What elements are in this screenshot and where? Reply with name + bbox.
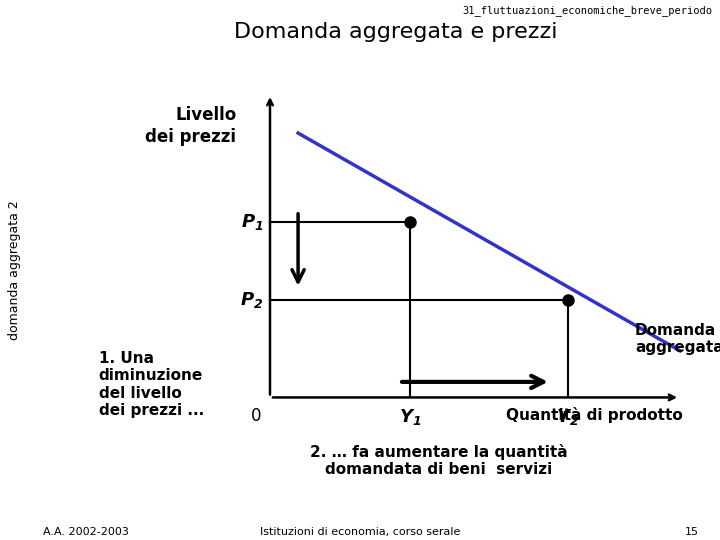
Text: Istituzioni di economia, corso serale: Istituzioni di economia, corso serale <box>260 527 460 537</box>
Text: 2. … fa aumentare la quantità
domandata di beni  servizi: 2. … fa aumentare la quantità domandata … <box>310 444 567 477</box>
Text: Domanda aggregata e prezzi: Domanda aggregata e prezzi <box>234 22 558 42</box>
Text: $0$: $0$ <box>250 407 261 425</box>
Text: A.A. 2002-2003: A.A. 2002-2003 <box>43 527 129 537</box>
Text: Livello
dei prezzi: Livello dei prezzi <box>145 106 236 146</box>
Text: $\bfit{P_2}$: $\bfit{P_2}$ <box>240 290 264 310</box>
Text: $\bfit{P_1}$: $\bfit{P_1}$ <box>240 212 264 233</box>
Text: domanda aggregata 2: domanda aggregata 2 <box>8 200 21 340</box>
Text: $\bfit{Y_2}$: $\bfit{Y_2}$ <box>556 407 580 427</box>
Text: Domanda
aggregata: Domanda aggregata <box>635 323 720 355</box>
Text: 31_fluttuazioni_economiche_breve_periodo: 31_fluttuazioni_economiche_breve_periodo <box>463 5 713 16</box>
Text: Quantità di prodotto: Quantità di prodotto <box>506 407 683 423</box>
Text: 1. Una
diminuzione
del livello
dei prezzi ...: 1. Una diminuzione del livello dei prezz… <box>99 351 204 418</box>
Text: $\bfit{Y_1}$: $\bfit{Y_1}$ <box>399 407 422 427</box>
Text: 15: 15 <box>685 527 698 537</box>
